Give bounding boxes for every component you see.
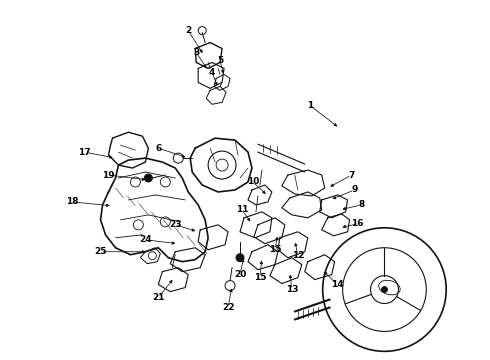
Text: 19: 19 [102,171,115,180]
Text: 25: 25 [94,247,107,256]
Text: 4: 4 [209,68,215,77]
Text: 6: 6 [155,144,162,153]
Text: 5: 5 [217,56,223,65]
Text: 7: 7 [348,171,355,180]
Polygon shape [100,158,208,262]
Text: 2: 2 [185,26,191,35]
Text: 1: 1 [307,101,313,110]
Circle shape [236,254,244,262]
Text: 13: 13 [286,285,298,294]
Text: 15: 15 [269,245,281,254]
Circle shape [382,287,388,293]
Text: 3: 3 [193,48,199,57]
Text: 21: 21 [152,293,165,302]
Text: 8: 8 [358,201,365,210]
Text: 20: 20 [234,270,246,279]
Text: 15: 15 [254,273,266,282]
Text: 18: 18 [67,197,79,206]
Text: 10: 10 [247,177,259,186]
Text: 11: 11 [236,206,248,215]
Text: 14: 14 [331,280,344,289]
Text: 22: 22 [222,303,234,312]
Text: 12: 12 [292,251,304,260]
Circle shape [145,174,152,182]
Text: 17: 17 [78,148,91,157]
Text: 23: 23 [169,220,181,229]
Text: 9: 9 [351,185,358,194]
Text: 24: 24 [139,235,152,244]
Text: 16: 16 [351,219,364,228]
